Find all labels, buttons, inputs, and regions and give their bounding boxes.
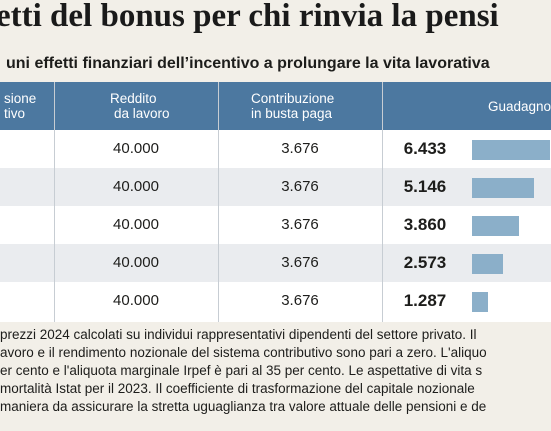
guadagno-value: 5.146	[403, 177, 447, 196]
guadagno-bar	[472, 254, 503, 274]
guadagno-bar	[472, 216, 519, 236]
page-subtitle: uni effetti finanziari dell’incentivo a …	[6, 55, 490, 72]
footnote-line: mortalità Istat per il 2023. Il coeffici…	[0, 381, 475, 396]
header-contribuzione-line2: in busta paga	[251, 106, 333, 121]
header-col1-line2: tivo	[4, 106, 26, 121]
guadagno-bar	[472, 178, 534, 198]
header-contribuzione-line1: Contribuzione	[251, 91, 335, 106]
reddito-cell: 40.000	[113, 254, 159, 271]
table-row: 40.000 3.676 2.573	[0, 244, 551, 282]
footnote: prezzi 2024 calcolati su individui rappr…	[0, 326, 551, 416]
guadagno-value: 3.860	[403, 215, 447, 234]
guadagno-value: 1.287	[403, 291, 447, 310]
column-divider	[382, 82, 383, 322]
table-row: 40.000 3.676 1.287	[0, 282, 551, 320]
header-contribuzione: Contribuzione in busta paga	[251, 91, 334, 121]
guadagno-value: 6.433	[403, 139, 447, 158]
guadagno-bar	[472, 140, 550, 160]
contribuzione-cell: 3.676	[281, 216, 319, 233]
reddito-cell: 40.000	[113, 292, 159, 309]
table-row: 40.000 3.676 5.146	[0, 168, 551, 206]
contribuzione-cell: 3.676	[281, 178, 319, 195]
header-guadagno-line1: Guadagno	[488, 99, 551, 114]
contribuzione-cell: 3.676	[281, 292, 319, 309]
header-reddito-line1: Reddito	[110, 91, 157, 106]
table-row: 40.000 3.676 6.433	[0, 130, 551, 168]
reddito-cell: 40.000	[113, 178, 159, 195]
guadagno-value: 2.573	[403, 253, 447, 272]
header-reddito: Reddito da lavoro	[110, 91, 170, 121]
reddito-cell: 40.000	[113, 216, 159, 233]
contribuzione-cell: 3.676	[281, 254, 319, 271]
table-row: 40.000 3.676 3.860	[0, 206, 551, 244]
footnote-line: er cento e l'aliquota marginale Irpef è …	[0, 363, 483, 378]
contribuzione-cell: 3.676	[281, 140, 319, 157]
column-divider	[54, 82, 55, 322]
footnote-line: maniera da assicurare la stretta uguagli…	[0, 399, 487, 414]
reddito-cell: 40.000	[113, 140, 159, 157]
header-guadagno: Guadagno	[488, 99, 551, 114]
header-col1: sione tivo	[4, 91, 36, 121]
guadagno-bar	[472, 292, 488, 312]
header-col1-line1: sione	[4, 91, 37, 106]
page-title: etti del bonus per chi rinvia la pensi	[0, 0, 499, 34]
column-divider	[218, 82, 219, 322]
table-header: sione tivo Reddito da lavoro Contribuzio…	[0, 82, 551, 130]
header-reddito-line2: da lavoro	[114, 106, 170, 121]
footnote-line: avoro e il rendimento nozionale del sist…	[0, 345, 487, 360]
gain-table: sione tivo Reddito da lavoro Contribuzio…	[0, 82, 551, 322]
footnote-line: prezzi 2024 calcolati su individui rappr…	[0, 327, 477, 342]
